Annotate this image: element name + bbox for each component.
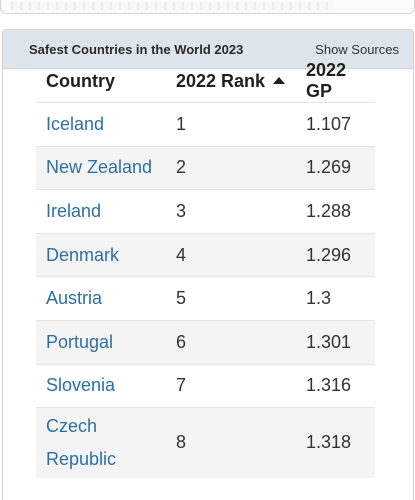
column-header-rank-label: 2022 Rank xyxy=(176,70,266,91)
country-link[interactable]: Iceland xyxy=(36,102,166,147)
rank-cell: 3 xyxy=(166,189,296,234)
gp-cell: 1.301 xyxy=(296,319,375,365)
country-link[interactable]: Portugal xyxy=(36,319,166,365)
table-row: Ireland 3 1.288 xyxy=(36,189,375,234)
country-link[interactable]: Slovenia xyxy=(36,363,166,408)
table-row: Denmark 4 1.296 xyxy=(36,232,375,277)
country-link[interactable]: Denmark xyxy=(36,232,166,277)
card-title: Safest Countries in the World 2023 xyxy=(29,41,244,57)
gp-cell: 1.107 xyxy=(296,102,375,147)
column-header-country-label: Country xyxy=(46,70,115,91)
rank-cell: 5 xyxy=(166,276,296,321)
rank-cell: 8 xyxy=(166,407,296,478)
previous-card-content xyxy=(11,2,334,10)
column-header-gp[interactable]: 2022 GP xyxy=(296,60,375,103)
gp-cell: 1.3 xyxy=(296,276,375,321)
table-header-row: Country 2022 Rank 2022 GP xyxy=(36,60,375,103)
table-row: Austria 5 1.3 xyxy=(36,276,375,321)
table-row: Portugal 6 1.301 xyxy=(36,319,375,365)
table-row: New Zealand 2 1.269 xyxy=(36,145,375,190)
sort-ascending-icon xyxy=(273,76,286,84)
column-header-rank[interactable]: 2022 Rank xyxy=(166,60,296,103)
country-link[interactable]: Czech Republic xyxy=(36,407,166,478)
gp-cell: 1.269 xyxy=(296,145,375,190)
country-link[interactable]: New Zealand xyxy=(36,145,166,190)
countries-table: Country 2022 Rank 2022 GP Iceland 1 1.10… xyxy=(36,60,375,478)
rank-cell: 2 xyxy=(166,145,296,190)
gp-cell: 1.288 xyxy=(296,189,375,234)
table-row: Czech Republic 8 1.318 xyxy=(36,407,375,478)
card-header: Safest Countries in the World 2023 Show … xyxy=(3,30,413,69)
table-row: Slovenia 7 1.316 xyxy=(36,363,375,408)
rank-cell: 7 xyxy=(166,363,296,408)
rank-cell: 6 xyxy=(166,319,296,365)
column-header-gp-label: 2022 GP xyxy=(306,60,347,101)
table-row: Iceland 1 1.107 xyxy=(36,102,375,147)
country-link[interactable]: Austria xyxy=(36,276,166,321)
gp-cell: 1.318 xyxy=(296,407,375,478)
show-sources-link[interactable]: Show Sources xyxy=(315,41,399,57)
country-link[interactable]: Ireland xyxy=(36,189,166,234)
rank-cell: 1 xyxy=(166,102,296,147)
column-header-country[interactable]: Country xyxy=(36,60,166,103)
rank-cell: 4 xyxy=(166,232,296,277)
gp-cell: 1.316 xyxy=(296,363,375,408)
previous-card-edge xyxy=(0,0,415,14)
gp-cell: 1.296 xyxy=(296,232,375,277)
